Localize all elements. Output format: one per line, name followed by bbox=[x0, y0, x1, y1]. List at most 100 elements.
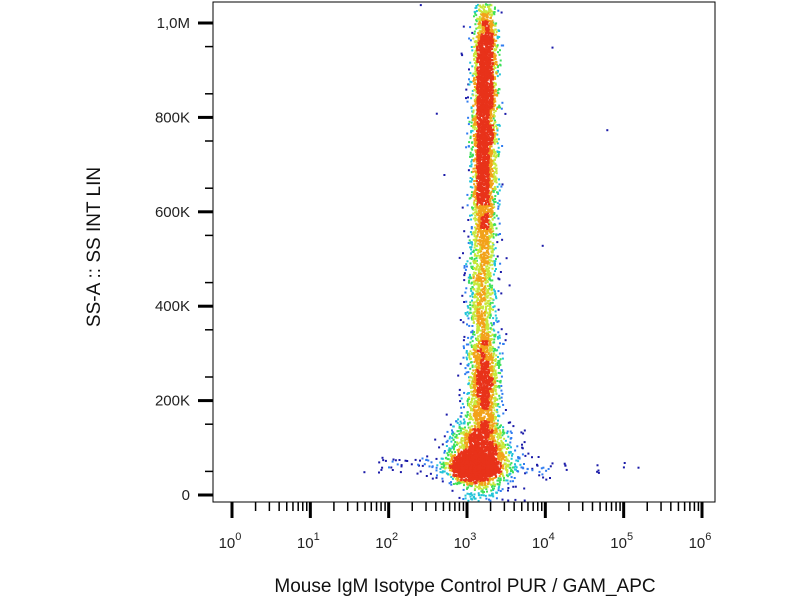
event-dot bbox=[469, 151, 472, 154]
event-dot bbox=[488, 215, 491, 218]
event-dot bbox=[503, 459, 506, 462]
event-dot bbox=[468, 379, 471, 382]
event-dot bbox=[483, 274, 486, 277]
event-dot bbox=[492, 65, 495, 67]
event-dot bbox=[476, 337, 479, 340]
event-dot bbox=[468, 426, 471, 429]
event-dot bbox=[490, 477, 493, 480]
event-dot bbox=[494, 363, 497, 366]
event-dot bbox=[467, 219, 470, 221]
event-dot bbox=[489, 198, 491, 201]
event-dot bbox=[479, 276, 482, 279]
event-dot bbox=[485, 320, 488, 323]
event-dot bbox=[477, 128, 480, 131]
event-dot bbox=[491, 249, 494, 252]
event-dot bbox=[469, 341, 472, 344]
event-dot bbox=[490, 20, 493, 23]
event-dot bbox=[474, 11, 477, 14]
event-dot bbox=[481, 340, 484, 343]
event-dot bbox=[485, 11, 488, 14]
event-dot bbox=[454, 454, 456, 456]
event-dot bbox=[492, 328, 495, 331]
event-dot bbox=[491, 390, 494, 393]
event-dot bbox=[479, 364, 482, 366]
event-dot bbox=[434, 438, 437, 441]
event-dot bbox=[476, 27, 479, 29]
event-dot bbox=[483, 422, 486, 425]
event-dot bbox=[501, 442, 504, 445]
event-dot bbox=[516, 470, 519, 472]
event-dot bbox=[479, 124, 482, 127]
event-dot bbox=[476, 395, 478, 398]
event-dot bbox=[493, 7, 496, 10]
event-dot bbox=[474, 204, 477, 207]
event-dot bbox=[446, 439, 449, 442]
event-dot bbox=[481, 230, 484, 233]
event-dot bbox=[474, 356, 477, 359]
event-dot bbox=[507, 489, 509, 492]
event-dot bbox=[494, 24, 497, 27]
event-dot bbox=[477, 320, 480, 323]
event-dot bbox=[469, 165, 472, 168]
event-dot bbox=[487, 291, 490, 294]
event-dot bbox=[471, 329, 474, 332]
event-dot bbox=[506, 468, 509, 471]
event-dot bbox=[487, 392, 490, 395]
event-dot bbox=[478, 25, 481, 28]
event-dot bbox=[494, 310, 497, 313]
event-dot bbox=[484, 187, 487, 190]
event-dot bbox=[495, 234, 498, 237]
event-dot bbox=[482, 382, 485, 385]
event-dot bbox=[483, 287, 485, 290]
event-dot bbox=[454, 441, 457, 443]
event-dot bbox=[471, 116, 474, 119]
event-dot bbox=[481, 283, 484, 286]
event-dot bbox=[513, 477, 516, 479]
event-dot bbox=[480, 261, 483, 263]
event-dot bbox=[476, 391, 479, 394]
event-dot bbox=[475, 296, 478, 299]
event-dot bbox=[495, 450, 497, 453]
event-dot bbox=[479, 295, 481, 298]
event-dot bbox=[463, 230, 466, 233]
event-dot bbox=[480, 426, 483, 429]
event-dot bbox=[471, 366, 474, 369]
event-dot bbox=[464, 494, 467, 497]
event-dot bbox=[495, 317, 498, 320]
event-dot bbox=[474, 149, 477, 152]
event-dot bbox=[472, 390, 475, 393]
event-dot bbox=[451, 469, 453, 472]
event-dot bbox=[481, 359, 484, 362]
event-dot bbox=[499, 49, 501, 52]
event-dot bbox=[492, 161, 495, 164]
event-dot bbox=[486, 421, 489, 424]
event-dot bbox=[500, 44, 503, 47]
event-dot bbox=[488, 105, 491, 108]
event-dot bbox=[474, 206, 477, 209]
event-dot bbox=[479, 316, 482, 319]
event-dot bbox=[483, 409, 485, 412]
event-dot bbox=[488, 349, 491, 352]
event-dot bbox=[477, 316, 480, 319]
event-dot bbox=[479, 247, 482, 250]
event-dot bbox=[489, 342, 492, 344]
event-dot bbox=[487, 116, 490, 119]
event-dot bbox=[477, 403, 480, 406]
event-dot bbox=[477, 86, 480, 88]
event-dot bbox=[509, 472, 512, 475]
event-dot bbox=[472, 160, 475, 163]
event-dot bbox=[499, 479, 502, 481]
event-dot bbox=[488, 398, 491, 401]
event-dot bbox=[531, 467, 534, 470]
event-dot bbox=[488, 305, 491, 307]
event-dot bbox=[470, 401, 473, 404]
event-dot bbox=[445, 413, 448, 416]
event-dot bbox=[477, 34, 480, 36]
event-dot bbox=[491, 365, 494, 368]
event-dot bbox=[467, 145, 470, 148]
event-dot bbox=[497, 192, 500, 195]
event-dot bbox=[482, 19, 485, 22]
event-dot bbox=[514, 463, 516, 466]
event-dot bbox=[482, 428, 485, 430]
event-dot bbox=[487, 240, 490, 243]
